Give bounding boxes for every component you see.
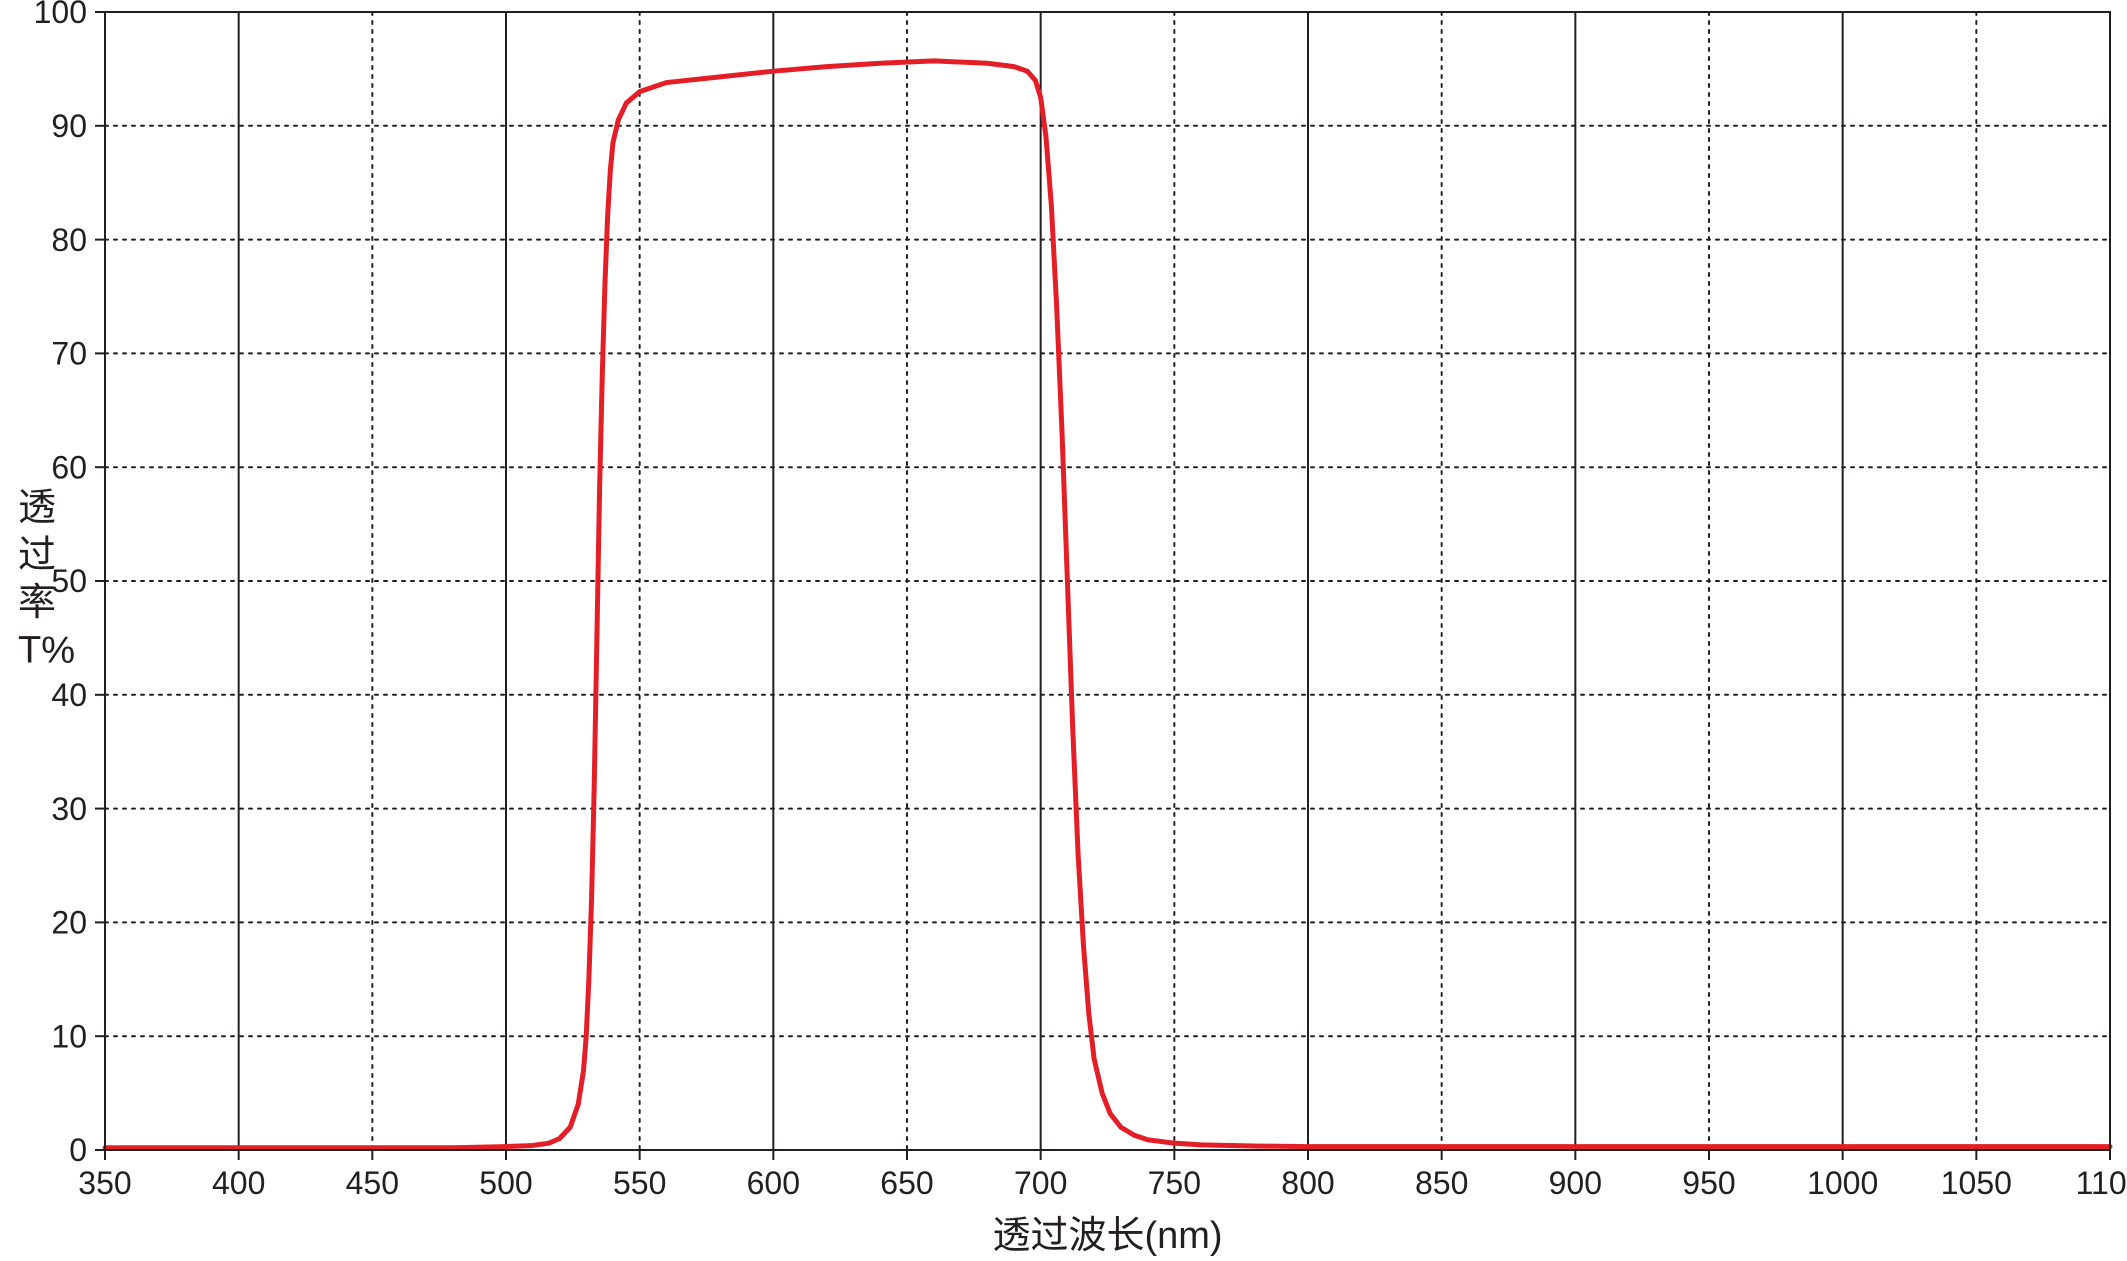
chart-svg: 3504004505005506006507007508008509009501… [0,0,2127,1261]
svg-text:400: 400 [212,1165,265,1201]
svg-text:30: 30 [51,791,87,827]
svg-text:1000: 1000 [1807,1165,1878,1201]
svg-text:10: 10 [51,1018,87,1054]
svg-text:550: 550 [613,1165,666,1201]
svg-text:率: 率 [18,582,56,624]
svg-text:70: 70 [51,336,87,372]
svg-text:650: 650 [880,1165,933,1201]
transmittance-chart: 3504004505005506006507007508008509009501… [0,0,2127,1261]
svg-text:90: 90 [51,108,87,144]
svg-text:1100: 1100 [2076,1165,2127,1201]
svg-text:950: 950 [1682,1165,1735,1201]
svg-text:80: 80 [51,222,87,258]
svg-text:900: 900 [1549,1165,1602,1201]
svg-text:800: 800 [1281,1165,1334,1201]
svg-text:20: 20 [51,905,87,941]
svg-text:T%: T% [18,630,75,672]
svg-text:过: 过 [18,535,56,577]
svg-text:1050: 1050 [1941,1165,2012,1201]
svg-text:100: 100 [34,0,87,30]
svg-text:500: 500 [479,1165,532,1201]
svg-text:透: 透 [18,487,56,529]
svg-text:350: 350 [78,1165,131,1201]
svg-text:600: 600 [747,1165,800,1201]
svg-text:850: 850 [1415,1165,1468,1201]
svg-text:700: 700 [1014,1165,1067,1201]
svg-text:透过波长(nm): 透过波长(nm) [992,1215,1222,1257]
svg-text:750: 750 [1148,1165,1201,1201]
svg-text:50: 50 [51,563,87,599]
svg-text:0: 0 [69,1132,87,1168]
svg-text:60: 60 [51,449,87,485]
svg-text:40: 40 [51,677,87,713]
svg-text:450: 450 [346,1165,399,1201]
